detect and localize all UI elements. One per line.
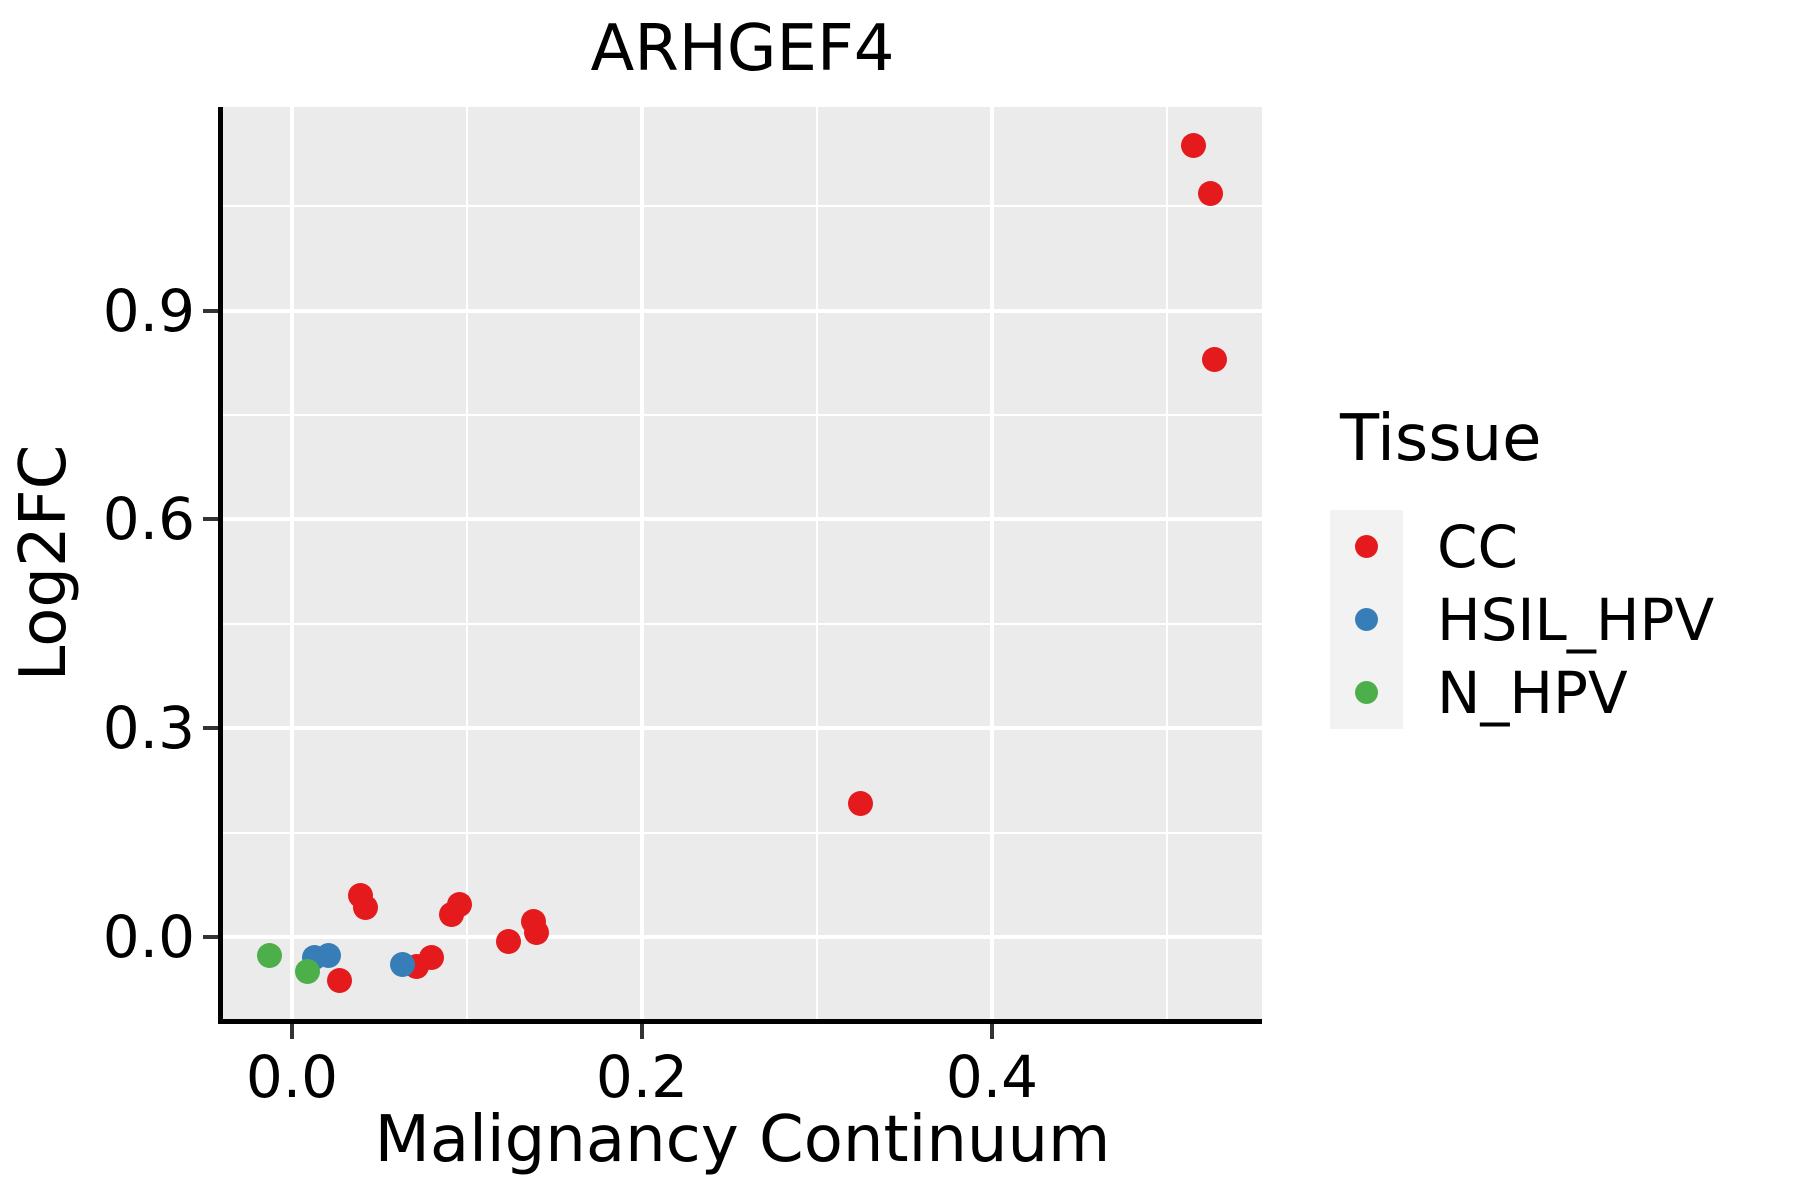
chart-title: ARHGEF4 <box>590 12 895 86</box>
legend-label: CC <box>1437 512 1518 581</box>
legend-item-N_HPV: N_HPV <box>1330 656 1714 729</box>
y-axis-tick-label: 0.6 <box>102 485 195 554</box>
minor-gridline <box>465 107 468 1019</box>
x-axis-tick-label: 0.2 <box>595 1043 689 1111</box>
legend-dot-icon <box>1355 608 1378 631</box>
legend-dot-icon <box>1355 535 1378 558</box>
legend-label: N_HPV <box>1437 658 1628 727</box>
legend: Tissue CC HSIL_HPV N_HPV <box>1330 402 1714 729</box>
major-gridline <box>223 726 1262 731</box>
data-point-CC <box>326 967 352 993</box>
minor-gridline <box>815 107 818 1019</box>
x-axis-tick-label: 0.4 <box>945 1043 1039 1111</box>
plot-panel <box>218 107 1262 1024</box>
legend-dot-icon <box>1355 681 1378 704</box>
legend-label: HSIL_HPV <box>1437 585 1715 654</box>
legend-key <box>1330 656 1403 729</box>
x-axis-tick <box>639 1024 644 1039</box>
x-axis-tick-label: 0.0 <box>245 1043 339 1111</box>
major-gridline <box>223 517 1262 522</box>
minor-gridline <box>223 413 1262 416</box>
legend-title: Tissue <box>1340 402 1542 476</box>
data-point-CC <box>848 790 874 816</box>
data-point-CC <box>352 895 378 921</box>
y-axis-title: Log2FC <box>7 444 81 682</box>
legend-key <box>1330 583 1403 656</box>
y-axis-tick-label: 0.9 <box>102 276 195 345</box>
data-point-N_HPV <box>295 959 321 985</box>
data-point-N_HPV <box>256 942 282 968</box>
data-point-CC <box>1198 181 1224 207</box>
data-point-CC <box>1201 346 1227 372</box>
minor-gridline <box>1165 107 1168 1019</box>
x-axis-tick <box>289 1024 294 1039</box>
data-point-CC <box>524 919 550 945</box>
major-gridline <box>223 308 1262 313</box>
y-axis-tick <box>203 308 218 313</box>
y-axis-tick <box>203 517 218 522</box>
y-axis-tick-label: 0.3 <box>102 694 195 763</box>
x-axis-title: Malignancy Continuum <box>374 1103 1111 1177</box>
data-point-CC <box>447 892 473 918</box>
y-axis-tick <box>203 935 218 939</box>
data-point-CC <box>1180 133 1206 159</box>
data-point-HSIL_HPV <box>316 942 342 968</box>
minor-gridline <box>223 205 1262 208</box>
minor-gridline <box>223 831 1262 834</box>
major-gridline <box>989 107 994 1019</box>
y-axis-tick-label: 0.0 <box>102 903 195 971</box>
major-gridline <box>639 107 644 1019</box>
data-point-HSIL_HPV <box>389 952 415 978</box>
minor-gridline <box>223 622 1262 625</box>
x-axis-tick <box>989 1024 994 1039</box>
major-gridline <box>223 935 1262 939</box>
data-point-CC <box>496 928 522 954</box>
data-point-CC <box>419 944 445 970</box>
y-axis-tick <box>203 726 218 731</box>
legend-item-HSIL_HPV: HSIL_HPV <box>1330 583 1714 656</box>
legend-item-CC: CC <box>1330 510 1714 583</box>
legend-key <box>1330 510 1403 583</box>
major-gridline <box>289 107 294 1019</box>
